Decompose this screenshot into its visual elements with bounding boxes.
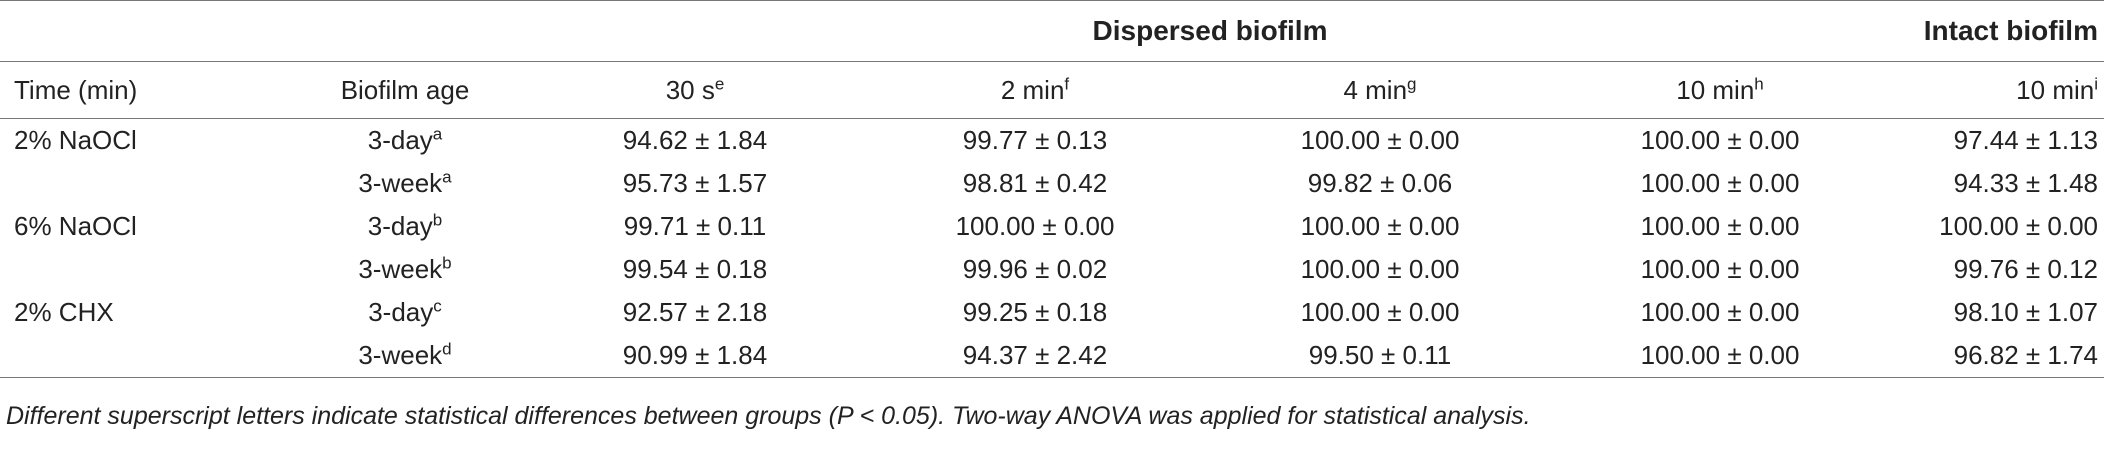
biofilm-age-label: 3-day <box>368 297 434 327</box>
biofilm-age-cell: 3-weekb <box>280 248 530 291</box>
column-header-superscript: e <box>714 73 725 93</box>
table-row: 2% NaOCl 3-daya 94.62 ± 1.84 99.77 ± 0.13 10… <box>0 119 2104 163</box>
column-header-row: Time (min) Biofilm age 30 se 2 minf 4 ming 10… <box>0 61 2104 119</box>
value-cell: 100.00 ± 0.00 <box>1640 254 1800 284</box>
column-header-label: 4 min <box>1343 74 1408 105</box>
value-cell: 94.37 ± 2.42 <box>860 334 1210 378</box>
value-cell: 100.00 ± 0.00 <box>1300 125 1460 155</box>
value-cell: 100.00 ± 0.00 <box>1640 297 1800 327</box>
value-cell: 99.82 ± 0.06 <box>1307 168 1453 198</box>
biofilm-age-superscript: a <box>442 167 452 187</box>
value-cell: 92.57 ± 2.18 <box>622 297 768 327</box>
value-cell: 90.99 ± 1.84 <box>530 334 860 378</box>
value-cell: 94.62 ± 1.84 <box>622 125 768 155</box>
biofilm-age-label: 3-week <box>358 254 443 284</box>
table-row: 3-weekb 99.54 ± 0.18 99.96 ± 0.02 100.00 ± … <box>0 248 2104 291</box>
value-cell: 95.73 ± 1.57 <box>622 168 768 198</box>
biofilm-age-label: 3-week <box>358 168 443 198</box>
treatment-cell <box>0 248 280 291</box>
group-header-spacer <box>0 0 530 62</box>
biofilm-age-cell: 3-weeka <box>280 162 530 205</box>
value-cell: 99.54 ± 0.18 <box>622 254 768 284</box>
value-cell: 100.00 ± 0.00 <box>1640 211 1800 241</box>
biofilm-age-cell: 3-dayc <box>280 291 530 334</box>
value-cell: 100.00 ± 0.00 <box>1939 211 2098 241</box>
value-cell: 94.33 ± 1.48 <box>1953 168 2098 198</box>
column-header-superscript: f <box>1064 73 1070 93</box>
biofilm-age-cell: 3-dayb <box>280 205 530 248</box>
biofilm-killing-table: Dispersed biofilm Intact biofilm Time (m… <box>0 0 2104 378</box>
value-cell: 100.00 ± 0.00 <box>1300 297 1460 327</box>
results-table-container: Dispersed biofilm Intact biofilm Time (m… <box>0 0 2104 378</box>
column-header-superscript: i <box>2094 73 2098 93</box>
value-cell: 99.96 ± 0.02 <box>962 254 1108 284</box>
group-header-intact: Intact biofilm <box>1890 0 2104 62</box>
column-header: 4 ming <box>1210 61 1550 119</box>
treatment-cell <box>0 162 280 205</box>
table-row: 3-weekd 90.99 ± 1.84 94.37 ± 2.42 99.50 ± 0… <box>0 334 2104 378</box>
table-row: 2% CHX 3-dayc 92.57 ± 2.18 99.25 ± 0.18 100.… <box>0 291 2104 334</box>
biofilm-age-superscript: b <box>442 253 452 273</box>
value-cell: 100.00 ± 0.00 <box>1640 168 1800 198</box>
value-cell: 100.00 ± 0.00 <box>1300 211 1460 241</box>
treatment-cell <box>0 334 280 378</box>
value-cell: 96.82 ± 1.74 <box>1890 334 2104 378</box>
biofilm-age-label: 3-day <box>367 211 433 241</box>
column-header-label: Time (min) <box>14 74 138 105</box>
column-header-label: 30 s <box>665 74 715 105</box>
treatment-cell: 2% NaOCl <box>14 125 137 155</box>
biofilm-age-superscript: a <box>432 124 443 144</box>
biofilm-age-label: 3-week <box>358 340 443 370</box>
value-cell: 98.81 ± 0.42 <box>962 168 1108 198</box>
biofilm-age-cell: 3-weekd <box>280 334 530 378</box>
value-cell: 99.77 ± 0.13 <box>962 125 1108 155</box>
column-header: Biofilm age <box>280 61 530 119</box>
column-header-label: 2 min <box>1000 74 1065 105</box>
treatment-cell: 6% NaOCl <box>14 211 137 241</box>
biofilm-age-cell: 3-daya <box>280 119 530 163</box>
value-cell: 100.00 ± 0.00 <box>1550 334 1890 378</box>
biofilm-age-superscript: b <box>432 210 443 230</box>
value-cell: 100.00 ± 0.00 <box>1300 254 1460 284</box>
biofilm-age-superscript: d <box>442 339 452 359</box>
column-header-label: Biofilm age <box>340 74 470 105</box>
column-header-superscript: h <box>1754 73 1764 93</box>
column-header: 2 minf <box>860 61 1210 119</box>
value-cell: 100.00 ± 0.00 <box>1640 125 1800 155</box>
table-row: 6% NaOCl 3-dayb 99.71 ± 0.11 100.00 ± 0.00 1… <box>0 205 2104 248</box>
value-cell: 99.50 ± 0.11 <box>1210 334 1550 378</box>
group-header-dispersed: Dispersed biofilm <box>530 0 1890 62</box>
value-cell: 98.10 ± 1.07 <box>1953 297 2098 327</box>
group-header-row: Dispersed biofilm Intact biofilm <box>0 0 2104 62</box>
column-header-label: 10 min <box>2016 74 2095 105</box>
value-cell: 99.25 ± 0.18 <box>962 297 1108 327</box>
column-header-superscript: g <box>1407 73 1417 93</box>
biofilm-age-label: 3-day <box>367 125 433 155</box>
column-header-label: 10 min <box>1676 74 1755 105</box>
value-cell: 100.00 ± 0.00 <box>955 211 1115 241</box>
table-row: 3-weeka 95.73 ± 1.57 98.81 ± 0.42 99.82 ± 0… <box>0 162 2104 205</box>
table-footnote: Different superscript letters indicate s… <box>6 402 1531 430</box>
value-cell: 99.71 ± 0.11 <box>623 211 767 241</box>
column-header: 10 minh <box>1550 61 1890 119</box>
column-header: 30 se <box>530 61 860 119</box>
column-header: 10 mini <box>1890 61 2104 119</box>
column-header: Time (min) <box>0 61 280 119</box>
value-cell: 99.76 ± 0.12 <box>1953 254 2098 284</box>
treatment-cell: 2% CHX <box>14 297 114 327</box>
value-cell: 97.44 ± 1.13 <box>1953 125 2098 155</box>
biofilm-age-superscript: c <box>433 296 442 316</box>
